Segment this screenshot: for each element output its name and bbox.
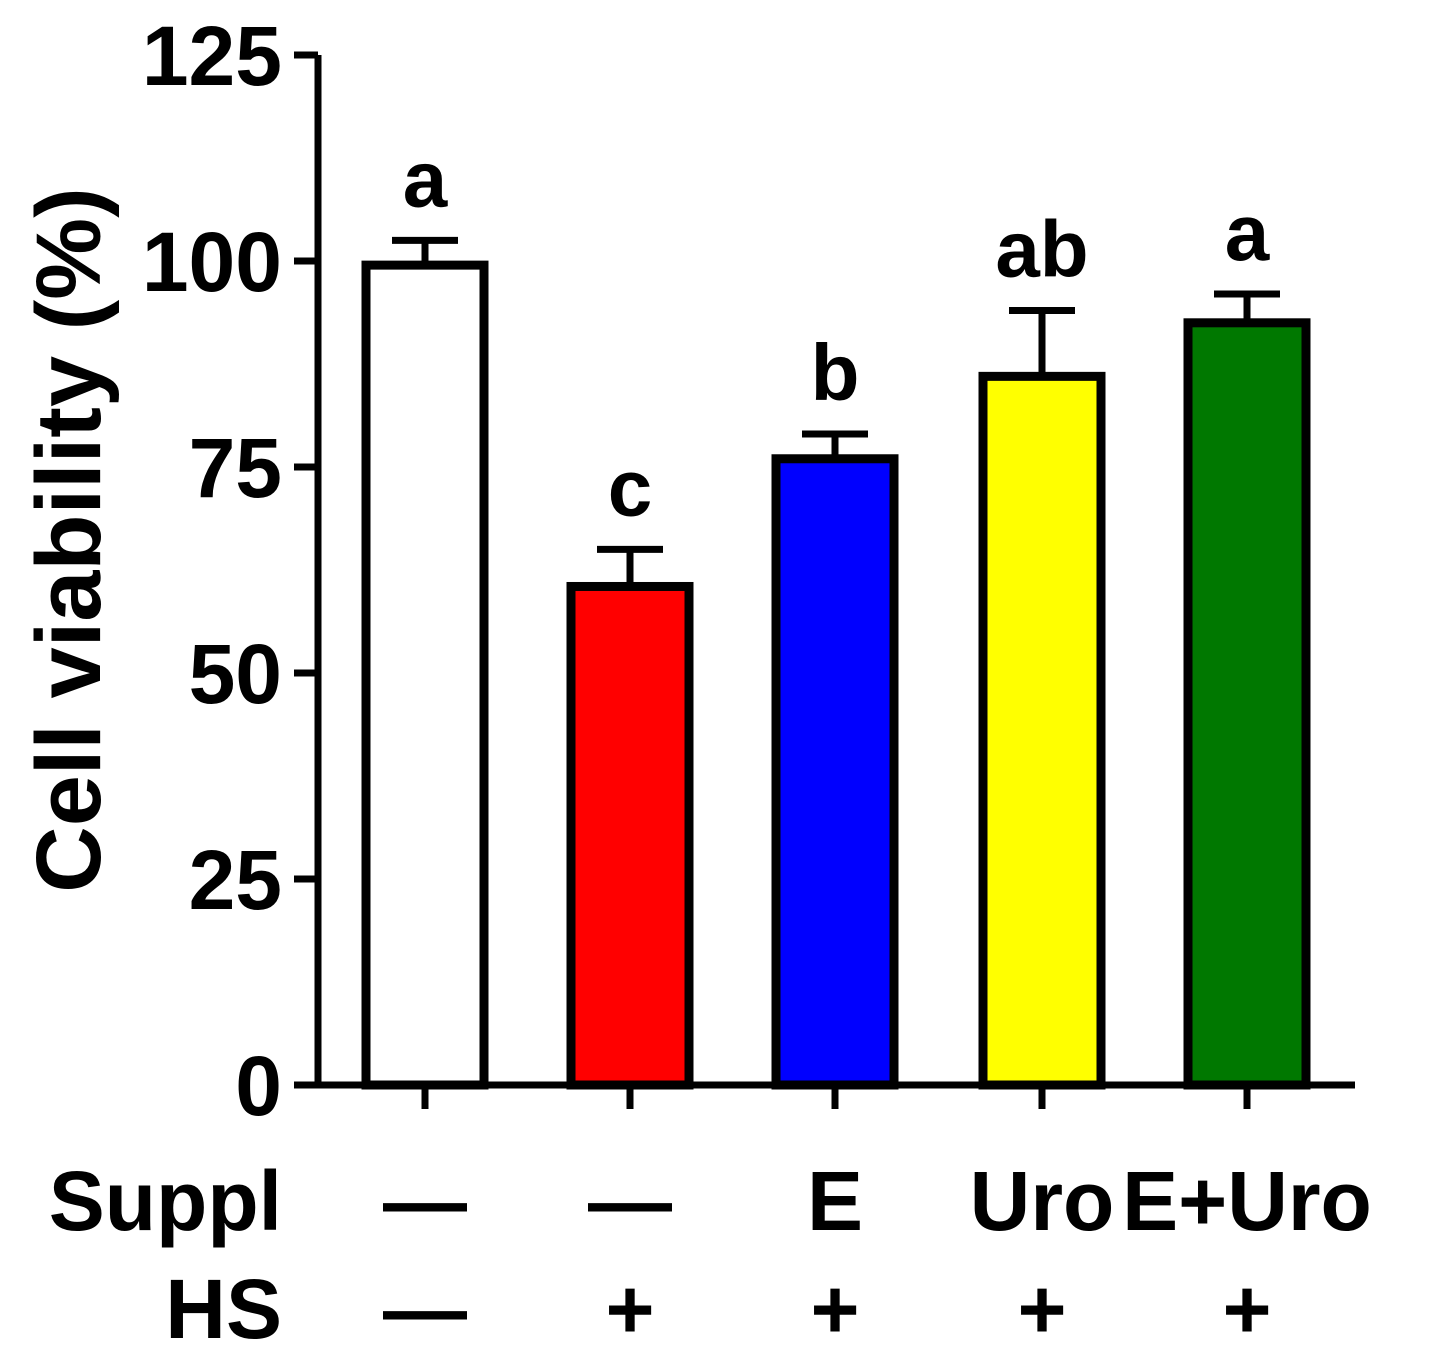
row-value: Uro (970, 1154, 1115, 1248)
y-axis-label-group: Cell viability (%) (18, 187, 120, 893)
bar (361, 260, 489, 1090)
bars (361, 260, 1311, 1090)
y-tick-label: 50 (189, 627, 282, 721)
y-tick-label: 0 (235, 1039, 282, 1133)
row-value: — (383, 1262, 467, 1350)
row-value: E+Uro (1122, 1154, 1372, 1248)
row-value: + (810, 1262, 859, 1350)
row-value: — (588, 1154, 672, 1248)
significance-letter: ab (995, 204, 1088, 293)
row-value: + (1222, 1262, 1271, 1350)
significance-letter: a (403, 134, 448, 223)
y-tick-label: 75 (189, 421, 282, 515)
bar (978, 371, 1106, 1090)
significance-letters: a c b ab a (403, 134, 1270, 532)
y-axis: 0 25 50 75 100 125 (142, 9, 322, 1133)
y-tick-label: 25 (189, 833, 282, 927)
y-tick-label: 100 (142, 215, 282, 309)
significance-letter: c (608, 443, 653, 532)
bar (1183, 318, 1311, 1090)
row-label: HS (165, 1262, 282, 1350)
y-axis-label: Cell viability (%) (18, 187, 120, 893)
y-tick-label: 125 (142, 9, 282, 103)
row-value: + (605, 1262, 654, 1350)
row-label: Suppl (49, 1154, 282, 1248)
bar (566, 581, 694, 1090)
bar (771, 454, 899, 1090)
row-value: E (807, 1154, 863, 1248)
row-value: + (1017, 1262, 1066, 1350)
significance-letter: b (811, 328, 860, 417)
significance-letter: a (1225, 188, 1270, 277)
error-bars (392, 236, 1280, 587)
treatment-table: Suppl — — E Uro E+Uro HS — + + + + (49, 1154, 1372, 1350)
row-value: — (383, 1154, 467, 1248)
